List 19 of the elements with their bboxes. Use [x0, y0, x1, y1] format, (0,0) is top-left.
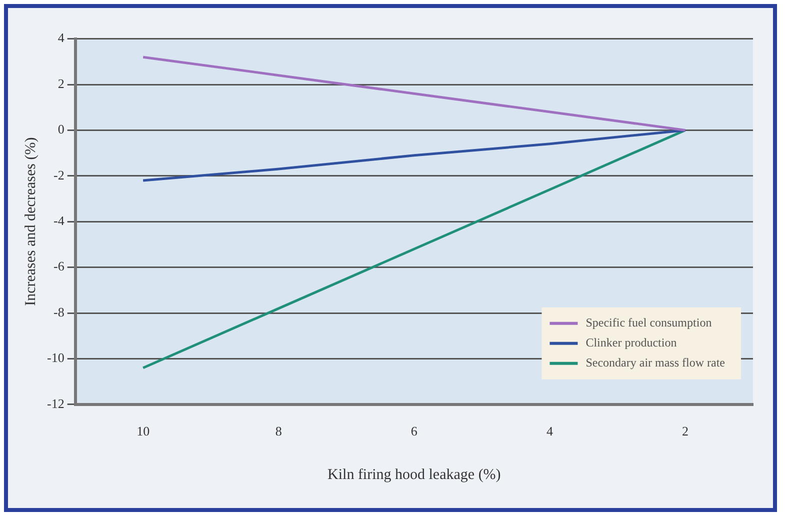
legend-label: Specific fuel consumption: [586, 316, 712, 330]
x-tick-label: 4: [546, 424, 554, 439]
legend-label: Secondary air mass flow rate: [586, 356, 726, 370]
y-tick-label: 2: [58, 76, 64, 91]
y-tick-label: 0: [58, 122, 64, 137]
y-tick-label: -2: [53, 167, 64, 182]
legend-label: Clinker production: [586, 336, 677, 350]
x-tick-label: 2: [682, 424, 688, 439]
y-tick-label: -12: [46, 396, 64, 411]
x-tick-label: 10: [136, 424, 150, 439]
x-tick-label: 8: [275, 424, 282, 439]
y-tick-label: -4: [53, 213, 65, 228]
x-axis-title: Kiln firing hood leakage (%): [328, 466, 501, 483]
x-tick-label: 6: [410, 424, 418, 439]
y-axis-title: Increases and decreases (%): [22, 137, 39, 306]
y-tick-label: 4: [58, 30, 65, 46]
y-tick-label: -8: [53, 304, 64, 320]
y-tick-label: -10: [46, 350, 64, 366]
y-tick-label: -6: [53, 258, 65, 274]
